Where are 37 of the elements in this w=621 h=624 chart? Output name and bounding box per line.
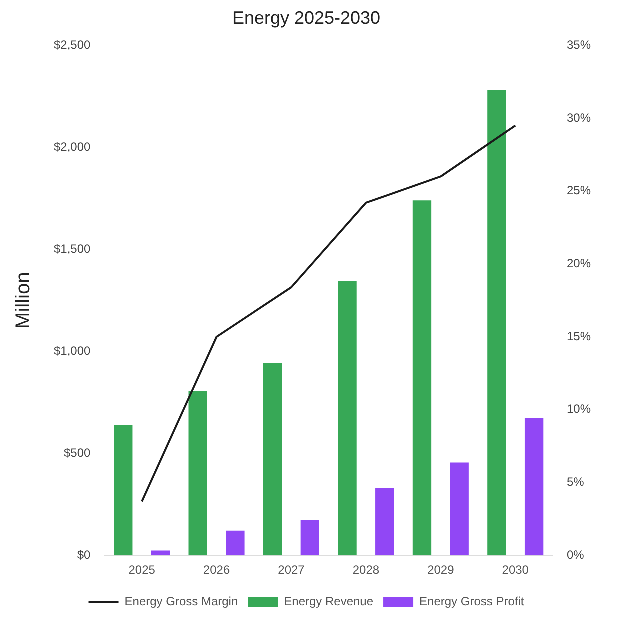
bar	[412, 200, 432, 556]
bar	[188, 390, 208, 556]
bar	[450, 462, 469, 556]
bar	[376, 488, 394, 556]
y2-tick-label: 30%	[566, 110, 592, 125]
bar	[338, 281, 357, 556]
bar	[300, 520, 320, 556]
y2-tick-label: 25%	[566, 184, 592, 198]
y-tick-label: $1,500	[54, 242, 92, 256]
legend-label: Energy Revenue	[284, 594, 374, 608]
bar	[488, 90, 506, 556]
x-tick-label: 2027	[278, 563, 306, 578]
y2-tick-label: 0%	[566, 548, 585, 562]
legend-label: Energy Gross Profit	[420, 594, 525, 608]
y-tick-label: $500	[64, 446, 92, 460]
y2-tick-label: 15%	[566, 329, 592, 344]
x-tick-label: 2029	[428, 563, 455, 578]
y-tick-label: $2,500	[54, 38, 92, 52]
y2-tick-label: 10%	[566, 402, 592, 416]
x-tick-label: 2028	[352, 563, 380, 578]
y2-tick-label: 35%	[566, 38, 592, 52]
x-tick-label: 2025	[128, 563, 156, 578]
bar	[226, 530, 245, 556]
legend-label: Energy Gross Margin	[124, 594, 238, 608]
y-axis-title: Million	[12, 272, 35, 329]
bar	[263, 363, 282, 556]
bar	[114, 425, 133, 556]
bar	[151, 550, 170, 556]
chart-title: Energy 2025-2030	[232, 8, 381, 28]
y2-tick-label: 5%	[566, 475, 585, 490]
bar	[524, 418, 544, 556]
x-tick-label: 2026	[203, 563, 230, 578]
y-tick-label: $2,000	[54, 140, 92, 154]
x-tick-label: 2030	[502, 563, 530, 578]
y2-tick-label: 20%	[566, 256, 592, 270]
y-tick-label: $0	[77, 548, 92, 562]
y-tick-label: $1,000	[54, 344, 92, 358]
